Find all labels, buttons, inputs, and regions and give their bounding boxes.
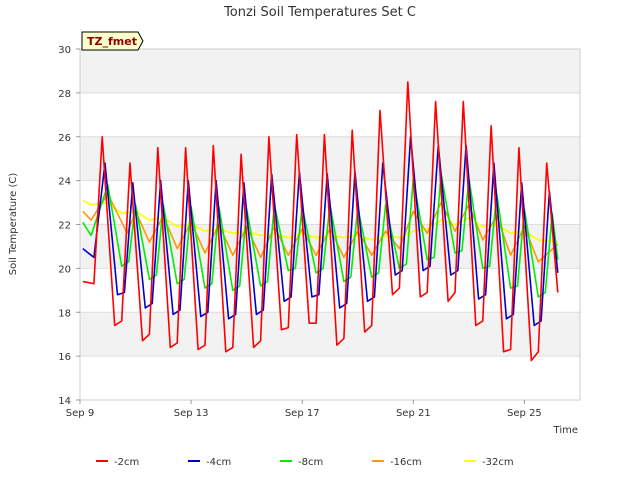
series-line-8cm (82, 173, 559, 298)
y-tick-label: 20 (58, 264, 71, 275)
x-tick-label: Sep 9 (66, 408, 94, 419)
x-tick-label: Sep 21 (396, 408, 431, 419)
grid-band (80, 312, 580, 357)
chart-title: Tonzi Soil Temperatures Set C (223, 5, 416, 20)
legend-label: -8cm (298, 457, 323, 468)
y-tick-label: 30 (58, 45, 71, 56)
annotation-tag: TZ_fmet (81, 31, 144, 51)
legend: -2cm -4cm -8cm -16cm -32cm (96, 457, 514, 468)
legend-label: -4cm (206, 457, 231, 468)
series-line-16cm (82, 193, 559, 263)
y-axis-ticks: 14 16 18 20 22 24 26 28 30 (58, 45, 80, 407)
series-lines (82, 81, 559, 362)
series-line-4cm (82, 136, 559, 327)
legend-label: -16cm (390, 457, 422, 468)
legend-label: -32cm (482, 457, 514, 468)
x-tick-label: Sep 25 (507, 408, 542, 419)
grid-band (80, 136, 580, 181)
y-tick-label: 16 (58, 352, 71, 363)
y-axis-label: Soil Temperature (C) (8, 173, 19, 276)
x-tick-label: Sep 13 (174, 408, 209, 419)
grid-band (80, 49, 580, 93)
y-tick-label: 18 (58, 308, 71, 319)
y-tick-label: 24 (58, 177, 71, 188)
y-tick-label: 28 (58, 89, 71, 100)
annotation-tag-text: TZ_fmet (87, 35, 137, 48)
y-tick-label: 14 (58, 396, 71, 407)
legend-label: -2cm (114, 457, 139, 468)
y-tick-label: 26 (58, 133, 71, 144)
x-axis-label: Time (553, 425, 578, 436)
x-tick-label: Sep 17 (285, 408, 320, 419)
y-tick-label: 22 (58, 221, 71, 232)
series-line-2cm (82, 81, 559, 362)
x-axis-ticks: Sep 9 Sep 13 Sep 17 Sep 21 Sep 25 (66, 400, 542, 419)
